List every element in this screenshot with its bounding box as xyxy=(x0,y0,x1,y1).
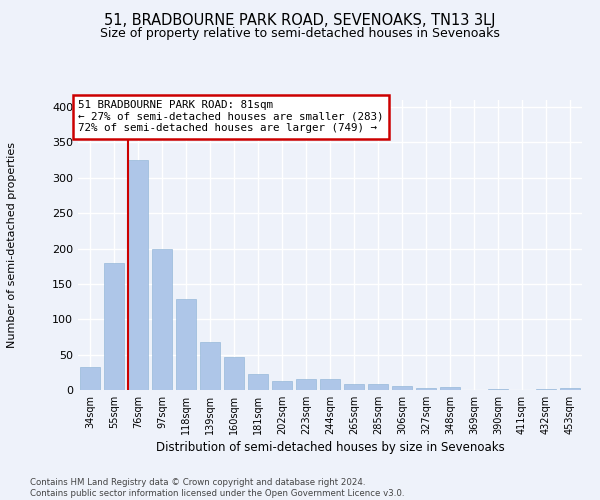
Bar xyxy=(392,386,412,390)
Text: 51 BRADBOURNE PARK ROAD: 81sqm
← 27% of semi-detached houses are smaller (283)
7: 51 BRADBOURNE PARK ROAD: 81sqm ← 27% of … xyxy=(78,100,383,133)
Text: 51, BRADBOURNE PARK ROAD, SEVENOAKS, TN13 3LJ: 51, BRADBOURNE PARK ROAD, SEVENOAKS, TN1… xyxy=(104,12,496,28)
Text: Size of property relative to semi-detached houses in Sevenoaks: Size of property relative to semi-detach… xyxy=(100,28,500,40)
Bar xyxy=(128,160,148,390)
Bar xyxy=(104,262,124,390)
Bar xyxy=(200,342,220,390)
Bar xyxy=(80,366,100,390)
Bar xyxy=(272,381,292,390)
Bar xyxy=(320,378,340,390)
Bar xyxy=(224,357,244,390)
Bar xyxy=(296,378,316,390)
Bar xyxy=(344,384,364,390)
Text: Number of semi-detached properties: Number of semi-detached properties xyxy=(7,142,17,348)
Bar xyxy=(416,388,436,390)
Bar xyxy=(536,388,556,390)
Bar xyxy=(152,248,172,390)
Bar xyxy=(368,384,388,390)
Bar xyxy=(440,387,460,390)
Bar xyxy=(248,374,268,390)
Text: Distribution of semi-detached houses by size in Sevenoaks: Distribution of semi-detached houses by … xyxy=(155,441,505,454)
Text: Contains HM Land Registry data © Crown copyright and database right 2024.
Contai: Contains HM Land Registry data © Crown c… xyxy=(30,478,404,498)
Bar xyxy=(176,300,196,390)
Bar xyxy=(560,388,580,390)
